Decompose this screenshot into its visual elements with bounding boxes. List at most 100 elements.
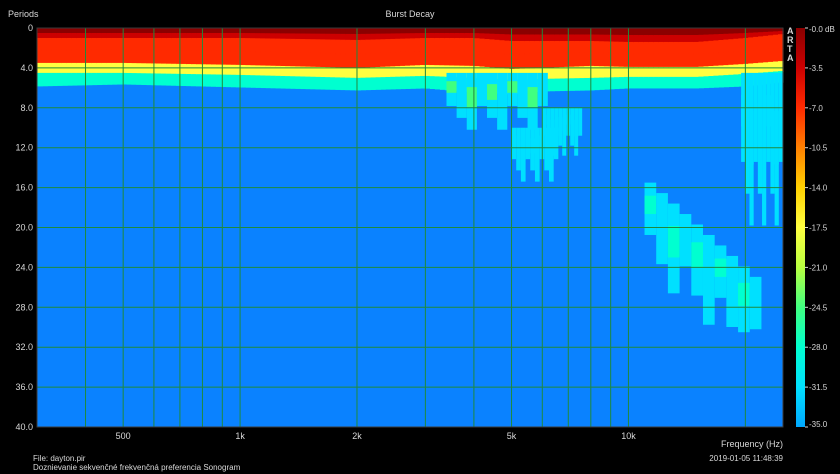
decay-cell: [489, 33, 496, 41]
decay-cell: [230, 74, 237, 88]
decay-cell: [464, 65, 471, 79]
colorbar-label: -0.0 dB: [809, 25, 835, 34]
decay-cell: [444, 37, 451, 52]
decay-cell: [330, 39, 336, 54]
decay-cell: [773, 31, 779, 36]
decay-cell: [703, 66, 709, 77]
decay-cell: [146, 50, 152, 64]
decay-cell: [171, 63, 177, 75]
decay-cell: [608, 53, 615, 68]
decay-cell: [564, 34, 570, 42]
decay-cell: [260, 65, 267, 77]
decay-cell: [449, 28, 456, 34]
resonance-core-cell: [644, 195, 657, 215]
decay-cell: [305, 66, 312, 78]
decay-cell: [211, 37, 217, 52]
decay-cell: [390, 52, 396, 67]
decay-cell: [648, 66, 655, 78]
decay-cell: [181, 28, 187, 34]
decay-cell: [429, 76, 436, 90]
decay-cell: [126, 28, 133, 34]
decay-cell: [574, 78, 580, 91]
decay-cell: [395, 52, 401, 67]
decay-cell: [136, 73, 143, 85]
decay-cell: [76, 28, 83, 34]
decay-cell: [594, 41, 600, 53]
decay-cell: [375, 39, 381, 54]
decay-cell: [748, 32, 754, 39]
decay-cell: [419, 65, 426, 77]
decay-cell: [61, 72, 68, 86]
decay-cell: [350, 33, 356, 41]
decay-cell: [106, 37, 113, 51]
decay-cell: [196, 32, 202, 39]
decay-cell: [594, 66, 600, 79]
decay-cell: [37, 49, 43, 64]
decay-cell: [320, 53, 327, 68]
decay-cell: [594, 28, 600, 36]
decay-cell: [201, 64, 207, 75]
resonance-core-cell: [741, 95, 746, 127]
decay-cell: [156, 32, 162, 39]
decay-cell: [678, 76, 685, 89]
decay-cell: [708, 28, 714, 36]
decay-cell: [479, 38, 486, 53]
decay-cell: [126, 72, 133, 85]
decay-cell: [76, 72, 83, 86]
decay-cell: [579, 52, 585, 67]
decay-cell: [713, 52, 719, 67]
decay-cell: [365, 53, 371, 69]
decay-cell: [693, 41, 700, 55]
decay-cell: [390, 33, 396, 40]
decay-cell: [285, 33, 292, 40]
decay-cell: [216, 50, 222, 66]
decay-cell: [260, 33, 267, 39]
decay-cell: [693, 76, 700, 89]
decay-cell: [454, 65, 461, 78]
decay-cell: [305, 28, 312, 35]
decay-cell: [738, 33, 744, 39]
decay-cell: [743, 50, 749, 65]
decay-cell: [196, 74, 202, 87]
resonance-cell: [516, 127, 521, 171]
decay-cell: [400, 51, 406, 67]
decay-cell: [81, 49, 88, 64]
decay-cell: [335, 39, 341, 55]
decay-cell: [589, 65, 595, 79]
decay-cell: [514, 53, 521, 70]
decay-cell: [310, 33, 317, 40]
decay-cell: [71, 37, 78, 51]
decay-cell: [564, 78, 570, 91]
decay-cell: [290, 66, 297, 77]
decay-cell: [574, 28, 580, 36]
decay-cell: [360, 67, 366, 79]
decay-cell: [66, 37, 73, 51]
decay-cell: [643, 66, 650, 78]
decay-cell: [439, 37, 446, 52]
decay-cell: [41, 72, 48, 87]
decay-cell: [136, 32, 143, 39]
decay-cell: [230, 28, 237, 34]
decay-cell: [608, 66, 615, 78]
decay-cell: [628, 66, 635, 78]
decay-cell: [106, 28, 113, 34]
decay-cell: [718, 28, 724, 35]
decay-cell: [713, 75, 719, 88]
decay-cell: [589, 77, 595, 91]
decay-cell: [454, 50, 461, 67]
decay-cell: [449, 37, 456, 52]
decay-cell: [41, 28, 48, 34]
decay-cell: [290, 76, 297, 89]
decay-cell: [81, 32, 88, 39]
resonance-cell: [656, 193, 668, 265]
decay-cell: [250, 33, 257, 39]
decay-cell: [255, 75, 262, 88]
colorbar-label: -28.0: [809, 343, 828, 352]
decay-cell: [598, 77, 605, 90]
decay-cell: [703, 28, 709, 36]
decay-cell: [270, 65, 277, 77]
decay-cell: [176, 32, 182, 39]
decay-cell: [131, 73, 138, 85]
decay-cell: [469, 37, 476, 52]
decay-cell: [171, 37, 177, 51]
